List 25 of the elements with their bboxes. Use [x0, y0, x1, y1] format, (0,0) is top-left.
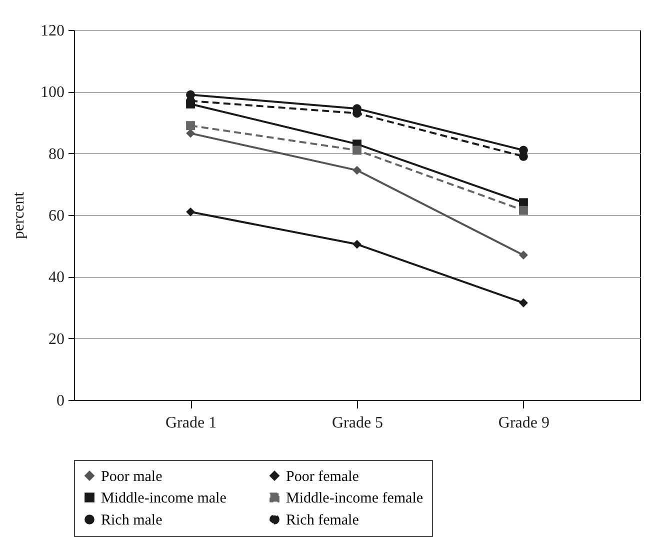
y-tick-label: 120	[40, 22, 64, 40]
point	[352, 166, 362, 175]
point	[352, 240, 362, 249]
legend-label: Middle-income female	[286, 490, 424, 506]
legend-label: Rich female	[286, 512, 360, 528]
legend-label: Poor female	[286, 468, 360, 485]
point	[519, 298, 528, 308]
legend-label: Rich male	[101, 512, 163, 528]
point	[352, 146, 362, 155]
y-tick-label: 40	[48, 269, 64, 286]
y-tick-label: 60	[48, 208, 64, 224]
y-tick-label: 80	[48, 146, 64, 163]
y-tick-label: 100	[40, 84, 64, 102]
x-tick-label: Grade 9	[498, 414, 550, 432]
legend-label: Poor male	[101, 468, 163, 485]
y-tick-label: 20	[48, 330, 64, 348]
x-tick-label: Grade 1	[165, 414, 217, 432]
y-tick-label: 0	[56, 392, 64, 410]
y-axis-title: percent	[10, 191, 28, 240]
point	[186, 121, 195, 130]
point	[519, 250, 528, 260]
point	[519, 206, 528, 215]
point	[186, 207, 195, 216]
x-tick-label: Grade 5	[332, 414, 384, 432]
legend-label: Middle-income male	[101, 490, 227, 506]
